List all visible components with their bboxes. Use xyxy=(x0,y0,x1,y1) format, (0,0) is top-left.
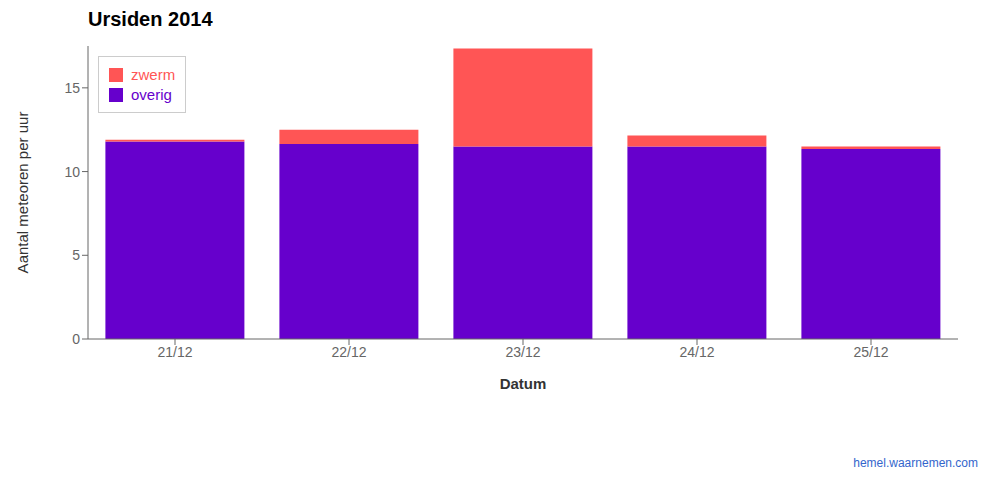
svg-text:0: 0 xyxy=(72,331,80,347)
svg-text:22/12: 22/12 xyxy=(331,344,366,360)
svg-text:24/12: 24/12 xyxy=(679,344,714,360)
html-text:hemel.waarnemen.com: hemel.waarnemen.com xyxy=(853,456,978,470)
svg-text:5: 5 xyxy=(72,247,80,263)
svg-text:Aantal meteoren per uur: Aantal meteoren per uur xyxy=(14,112,31,274)
svg-text:23/12: 23/12 xyxy=(505,344,540,360)
html-text:Ursiden 2014: Ursiden 2014 xyxy=(88,8,213,30)
svg-text:15: 15 xyxy=(64,80,80,96)
svg-text:Datum: Datum xyxy=(500,375,547,392)
html-text:overig: overig xyxy=(131,86,172,103)
svg-text:10: 10 xyxy=(64,164,80,180)
svg-text:25/12: 25/12 xyxy=(853,344,888,360)
svg-text:21/12: 21/12 xyxy=(157,344,192,360)
html-text:zwerm: zwerm xyxy=(131,66,176,83)
